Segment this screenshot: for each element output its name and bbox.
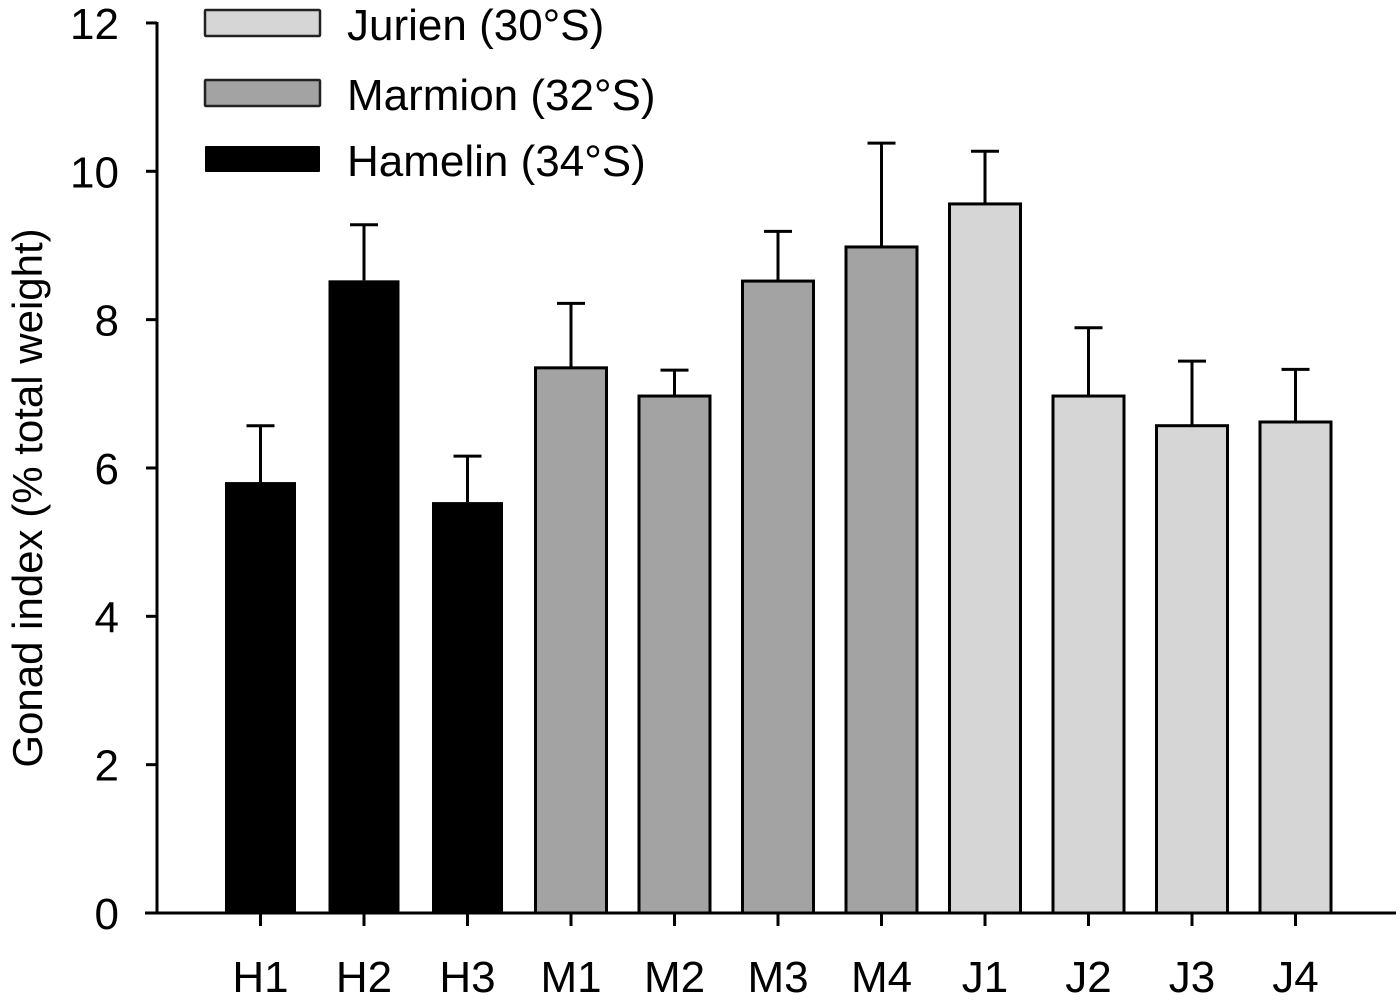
y-tick-label: 2 — [95, 742, 119, 791]
x-tick-label: H2 — [336, 953, 392, 1002]
y-axis-title: Gonad index (% total weight) — [4, 228, 51, 767]
legend-swatch — [203, 78, 322, 108]
x-tick-label: M4 — [851, 953, 912, 1002]
y-tick-label: 0 — [95, 890, 119, 939]
legend-label: Jurien (30°S) — [347, 1, 604, 50]
legend-label: Marmion (32°S) — [347, 71, 656, 120]
y-tick-label: 4 — [95, 593, 119, 642]
y-axis: 0 2 4 6 8 10 12 — [70, 0, 159, 939]
bar-j4 — [1258, 420, 1333, 915]
bar-m4 — [844, 245, 919, 915]
x-tick-label: H1 — [232, 953, 288, 1002]
y-tick-label: 6 — [95, 445, 119, 494]
bar-j2 — [1051, 394, 1126, 915]
bar-h2 — [328, 280, 400, 913]
bar-j1 — [948, 202, 1022, 915]
legend: Jurien (30°S) Marmion (32°S) Hamelin (34°S… — [203, 1, 656, 186]
x-tick-label: J4 — [1272, 953, 1318, 1002]
plot-area — [225, 141, 1333, 915]
x-tick-label: J1 — [962, 953, 1008, 1002]
bar-m1 — [534, 366, 608, 915]
bar-h1 — [225, 482, 296, 913]
y-tick-label: 12 — [70, 0, 119, 49]
x-tick-label: H3 — [439, 953, 495, 1002]
y-tick-label: 10 — [70, 148, 119, 197]
x-tick-label: J3 — [1169, 953, 1215, 1002]
bar-m3 — [741, 279, 815, 915]
x-tick-label: M2 — [644, 953, 705, 1002]
x-tick-label: M3 — [747, 953, 808, 1002]
legend-swatch — [205, 146, 320, 172]
legend-label: Hamelin (34°S) — [347, 137, 646, 186]
x-tick-label: M1 — [540, 953, 601, 1002]
bar-m2 — [637, 394, 712, 915]
bar-j3 — [1155, 424, 1229, 915]
x-axis: H1 H2 H3 M1 M2 M3 M4 J1 J2 J3 J4 — [145, 911, 1396, 1002]
y-tick-label: 8 — [95, 297, 119, 346]
legend-swatch — [203, 8, 322, 38]
bar-h3 — [432, 502, 503, 913]
x-tick-label: J2 — [1065, 953, 1111, 1002]
